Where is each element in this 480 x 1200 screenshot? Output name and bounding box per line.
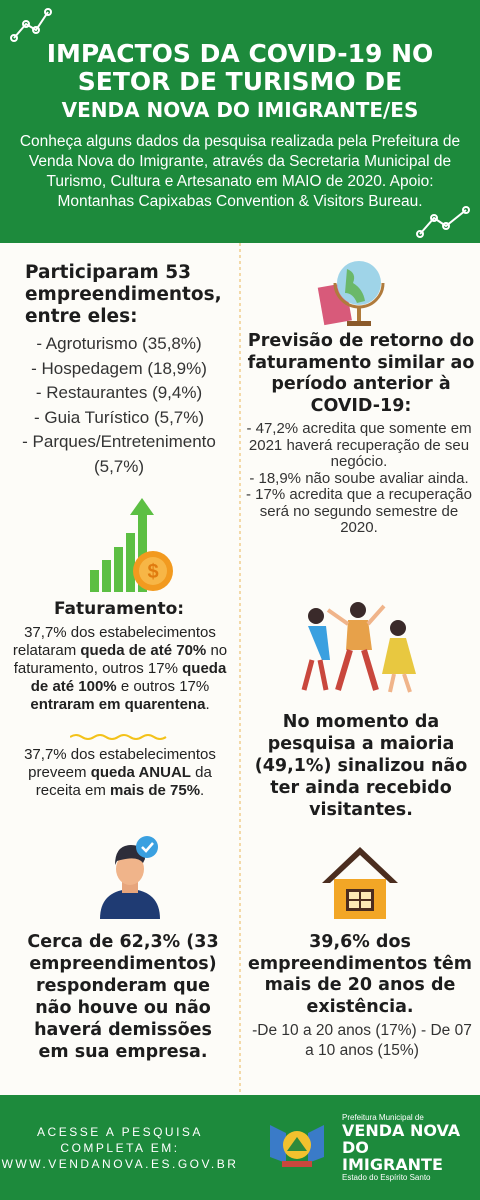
- forecast-item: - 17% acredita que a recuperação será no…: [246, 486, 472, 536]
- wave: [70, 734, 167, 740]
- text-segment: e outros 17%: [116, 678, 210, 695]
- text-segment: da receita em: [35, 764, 212, 799]
- title-line: VENDA NOVA DO IMIGRANTE/ES: [61, 98, 419, 122]
- divider: [239, 243, 241, 1095]
- text-segment: queda de até 70%: [80, 642, 207, 659]
- age-details: -De 10 a 20 anos (17%) - De 07 a 10 anos…: [252, 1022, 472, 1059]
- participant-item: - Guia Turístico (5,7%): [33, 407, 205, 427]
- house-icon: [322, 847, 398, 919]
- header-icons: [10, 8, 470, 238]
- text-segment: queda ANUAL: [90, 764, 191, 781]
- revenue-heading: Faturamento:: [53, 599, 185, 619]
- access-line: ACESSE A PESQUISA: [37, 1125, 203, 1139]
- dancers-icon: [301, 602, 416, 693]
- participant-item: - Parques/Entretenimento (5,7%): [22, 432, 216, 476]
- participant-item: - Restaurantes (9,4%): [35, 383, 203, 402]
- access-line: COMPLETA EM:: [60, 1141, 180, 1155]
- svg-text:$: $: [147, 561, 158, 583]
- header: [0, 0, 480, 243]
- text-segment: 37,7% dos estabelecimentos preveem: [24, 746, 216, 781]
- forecast-heading: Previsão de retorno do faturamento simil…: [247, 331, 475, 416]
- access-link[interactable]: WWW.VENDANOVA.ES.GOV.BR: [1, 1157, 239, 1171]
- logo-name: VENDA NOVA: [342, 1121, 461, 1140]
- title-line: SETOR DE TURISMO DE: [77, 67, 403, 96]
- revenue-paragraph: 37,7% dos estabelecimentos relataram que…: [8, 624, 232, 714]
- forecast-item: - 18,9% não soube avaliar ainda.: [249, 469, 469, 487]
- logo-emblem: [270, 1125, 324, 1167]
- revenue-paragraph: 37,7% dos estabelecimentos preveem queda…: [20, 746, 220, 800]
- text-segment: queda de até 100%: [30, 660, 227, 695]
- description: Conheça alguns dados da pesquisa realiza…: [19, 133, 461, 210]
- forecast-item: - 47,2% acredita que somente em 2021 hav…: [246, 420, 472, 470]
- participant-item: - Agroturismo (35,8%): [36, 334, 202, 353]
- participant-item: - Hospedagem (18,9%): [31, 358, 207, 378]
- person-icon: [100, 836, 160, 919]
- logo-state: Estado do Espírito Santo: [342, 1173, 431, 1182]
- text-segment: entraram em quarentena: [30, 696, 206, 713]
- participants-heading: Participaram 53 empreendimentos, entre e…: [25, 262, 222, 327]
- visitors-text: No momento da pesquisa a maioria (49,1%)…: [254, 712, 468, 820]
- footer: [0, 1095, 480, 1200]
- footer-access: ACESSE A PESQUISA COMPLETA EM: WWW.VENDA…: [0, 1124, 240, 1172]
- text-segment: .: [205, 696, 210, 713]
- text-segment: 37,7% dos estabelecimentos relataram: [12, 624, 216, 659]
- title: IMPACTOS DA COVID-19 NO SETOR DE TURISMO…: [20, 40, 460, 124]
- text-segment: no faturamento, outros 17%: [13, 642, 228, 677]
- globe-icon: [317, 261, 385, 326]
- age-heading: 39,6% dos empreendimentos têm mais de 20…: [248, 932, 472, 1017]
- title-line: IMPACTOS DA COVID-19 NO: [46, 39, 434, 68]
- logo-name: DO IMIGRANTE: [342, 1138, 443, 1174]
- revenue-icon: $: [90, 498, 173, 592]
- forecast-list: - 47,2% acredita que somente em 2021 hav…: [244, 420, 474, 537]
- logo-text: Prefeitura Municipal de VENDA NOVA DO IM…: [342, 1113, 472, 1182]
- text-segment: .: [200, 782, 205, 799]
- participants-list: - Agroturismo (35,8%) - Hospedagem (18,9%…: [0, 332, 238, 479]
- layoffs-text: Cerca de 62,3% (33 empreendimentos) resp…: [27, 932, 219, 1062]
- logo-top: Prefeitura Municipal de: [342, 1113, 424, 1122]
- text-segment: mais de 75%: [109, 782, 201, 799]
